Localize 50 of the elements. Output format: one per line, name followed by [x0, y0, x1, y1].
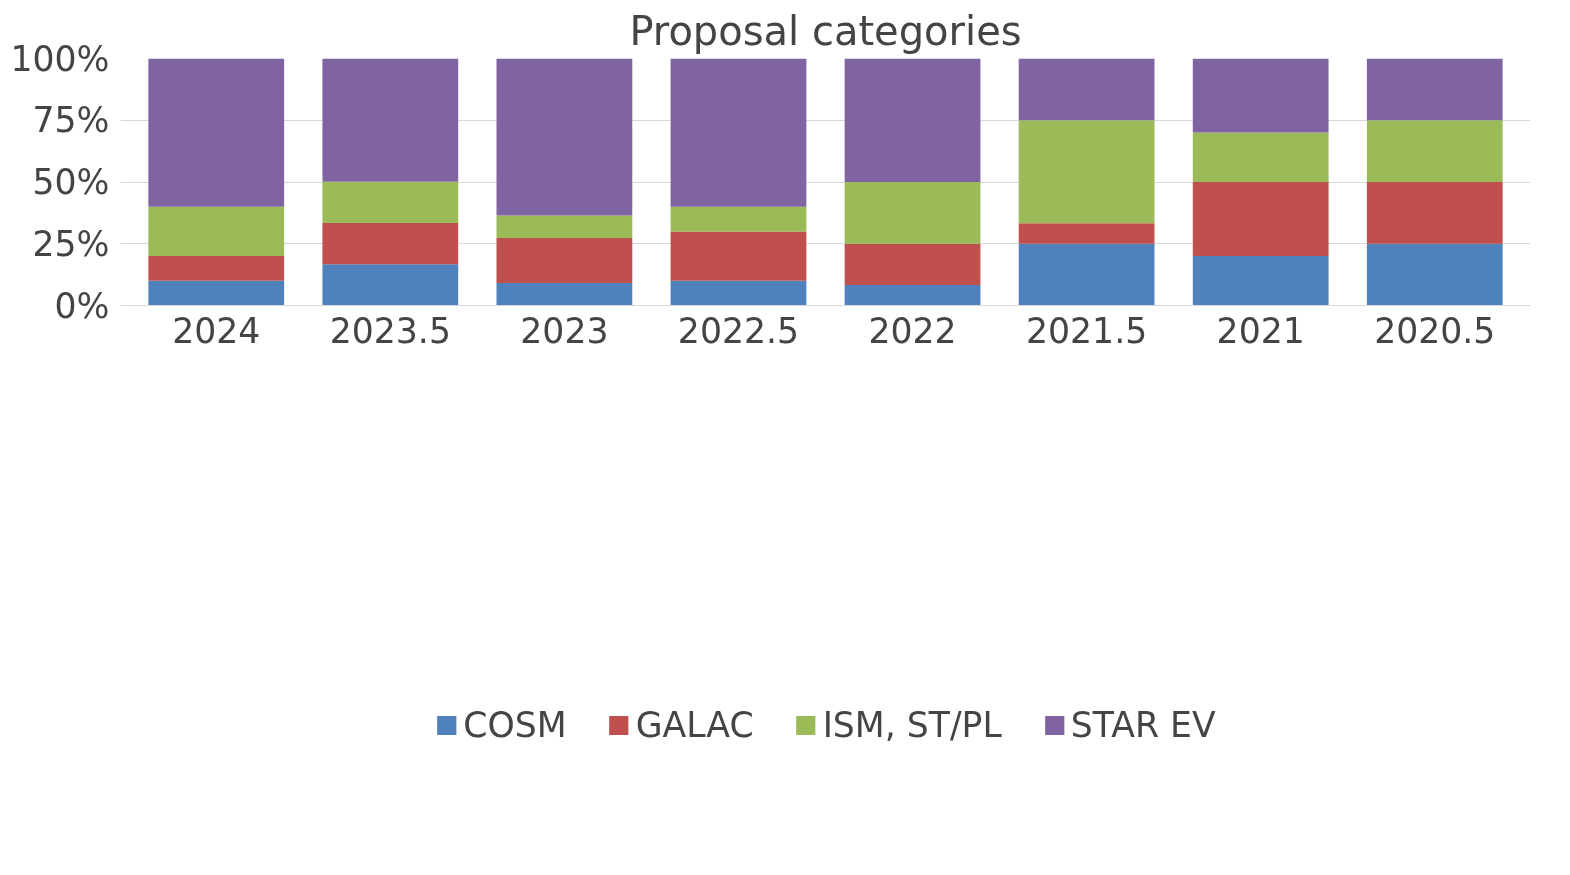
x-tick-label: 2021: [1216, 310, 1305, 351]
bar: [1018, 223, 1155, 244]
bar: [844, 58, 981, 182]
x-tick-label: 2024: [172, 310, 261, 351]
legend-label: GALAC: [635, 705, 754, 745]
x-tick-label: 2022: [868, 310, 957, 351]
bar: [148, 58, 285, 207]
bar: [322, 181, 459, 223]
bar: [1018, 58, 1155, 121]
legend-label: COSM: [463, 705, 567, 745]
x-tick-label: 2023: [520, 310, 609, 351]
bar: [496, 215, 633, 239]
x-tick-label: 2020.5: [1374, 310, 1496, 351]
bar: [670, 280, 807, 306]
bar: [844, 182, 981, 244]
bar: [1192, 182, 1329, 257]
bar: [496, 58, 633, 216]
x-tick-label: 2022.5: [677, 310, 800, 351]
y-tick-label: 100%: [10, 38, 110, 79]
bar: [670, 206, 807, 232]
bar: [148, 280, 285, 306]
bar: [1366, 58, 1503, 121]
bar: [322, 223, 459, 265]
legend-label: STAR EV: [1070, 705, 1216, 745]
bar: [844, 285, 981, 306]
bar: [496, 238, 633, 284]
bar: [1366, 120, 1503, 182]
bar: [1366, 182, 1503, 244]
y-tick-label: 25%: [32, 223, 110, 264]
bar: [844, 243, 981, 285]
bar: [670, 58, 807, 207]
bar: [670, 231, 807, 281]
x-tick-label: 2021.5: [1025, 310, 1148, 351]
bar: [1192, 256, 1329, 306]
bar: [1366, 243, 1503, 306]
chart-title: Proposal categories: [629, 7, 1022, 54]
x-tick-label: 2023.5: [329, 310, 451, 351]
bar: [322, 264, 459, 306]
bar: [148, 256, 285, 281]
bar: [1192, 132, 1329, 182]
y-tick-label: 75%: [32, 100, 110, 141]
bar: [322, 58, 459, 182]
bar: [1192, 58, 1329, 133]
legend-label: ISM, ST/PL: [822, 705, 1002, 745]
bar: [496, 283, 633, 306]
y-tick-label: 50%: [32, 162, 110, 202]
y-tick-label: 0%: [54, 285, 110, 326]
bar: [148, 206, 285, 257]
bar: [1018, 243, 1155, 306]
bar: [1018, 120, 1155, 224]
